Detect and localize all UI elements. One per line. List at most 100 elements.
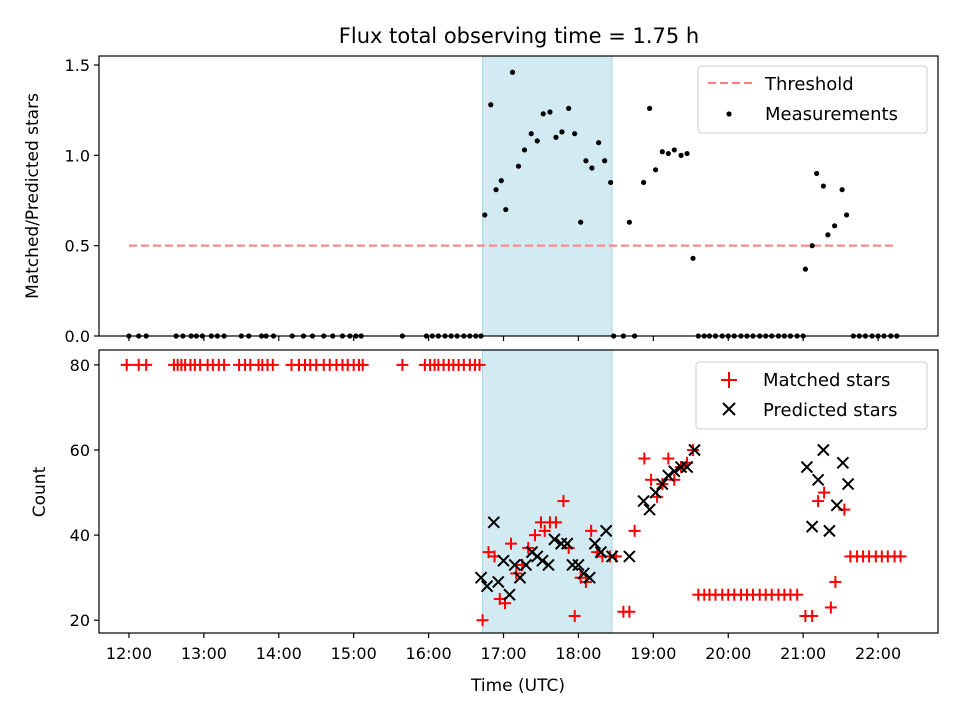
measurement-point <box>515 163 522 169</box>
predicted-star-point <box>548 533 561 546</box>
measurement-point <box>665 150 671 157</box>
matched-star-point <box>549 516 562 529</box>
matched-star-point <box>806 609 819 622</box>
predicted-star-point <box>649 486 662 499</box>
bottom-xtick-label: 16:00 <box>406 644 452 663</box>
matched-star-point <box>668 473 681 486</box>
bottom-legend: Matched stars Predicted stars <box>695 361 928 430</box>
measurement-point <box>839 187 845 193</box>
predicted-star-point <box>577 567 590 580</box>
predicted-star-point <box>841 477 855 491</box>
matched-star-point <box>585 524 598 537</box>
measurement-point <box>482 212 488 218</box>
predicted-star-point <box>474 571 488 584</box>
predicted-star-point <box>599 524 613 538</box>
measurement-point <box>825 232 831 238</box>
measurement-point <box>521 147 528 153</box>
top-panel: 0.0 0.5 1.0 1.5 Matched/Predicted stars Thr… <box>23 55 939 346</box>
measurement-point <box>659 149 665 155</box>
matched-star-point <box>818 486 831 499</box>
measurement-point <box>646 105 653 111</box>
top-ylabel: Matched/Predicted stars <box>23 93 43 299</box>
bottom-legend-box <box>695 361 928 430</box>
top-axes-frame <box>98 55 939 337</box>
measurement-point <box>559 129 565 135</box>
predicted-star-point <box>830 499 844 512</box>
chart-title: Flux total observing time = 1.75 h <box>339 24 699 48</box>
matched-star-point <box>218 358 231 371</box>
matched-star-point <box>140 358 153 371</box>
matched-star-point <box>894 550 907 563</box>
matched-star-point <box>120 358 133 371</box>
predicted-star-point <box>492 575 505 589</box>
measurement-point <box>626 219 632 225</box>
predicted-star-point <box>811 473 825 487</box>
measurement-point <box>832 223 838 229</box>
predicted-star-point <box>605 550 619 563</box>
matched-star-point <box>356 358 369 371</box>
measurement-point <box>493 187 499 193</box>
measurement-point <box>652 167 659 173</box>
legend-measurement-marker <box>726 111 732 117</box>
predicted-star-point <box>680 460 694 474</box>
matched-star-point <box>638 452 651 465</box>
top-legend-box <box>697 65 928 134</box>
measurement-point <box>553 134 559 140</box>
bottom-xtick-label: 17:00 <box>480 644 526 663</box>
bottom-axes-frame <box>98 349 939 634</box>
predicted-star-point <box>594 545 608 559</box>
bottom-xtick-label: 12:00 <box>106 644 152 663</box>
measurement-point <box>820 183 826 189</box>
matched-star-point <box>476 614 489 627</box>
bottom-shaded-region <box>482 349 613 634</box>
predicted-star-point <box>800 460 814 474</box>
top-ytick-label: 0.5 <box>65 237 90 256</box>
top-shaded-region <box>482 55 613 337</box>
predicted-star-point <box>572 558 585 572</box>
bottom-ytick-label: 20 <box>70 611 90 630</box>
bottom-xtick-label: 20:00 <box>705 644 751 663</box>
measurement-point <box>534 138 540 144</box>
measurement-point <box>589 165 595 171</box>
matched-star-point <box>645 473 658 486</box>
predicted-star-point <box>503 588 516 601</box>
measurement-point <box>547 109 553 115</box>
predicted-star-point <box>487 516 500 529</box>
predicted-star-point <box>656 477 669 491</box>
top-ytick-label: 1.5 <box>65 56 90 75</box>
measurement-point <box>602 158 608 164</box>
legend-matched-label: Matched stars <box>763 370 890 391</box>
measurement-point <box>802 266 809 272</box>
measurement-point <box>572 131 578 137</box>
predicted-star-point <box>542 558 555 572</box>
bottom-xtick-label: 19:00 <box>630 644 676 663</box>
measurement-point <box>566 105 572 111</box>
matched-star-point <box>662 452 675 465</box>
predicted-star-point <box>668 465 681 478</box>
matched-star-point <box>829 575 842 588</box>
matched-star-point <box>623 605 636 618</box>
measurement-point <box>498 178 504 184</box>
predicted-star-point <box>643 503 656 516</box>
measurement-point <box>641 179 647 186</box>
predicted-star-point <box>623 550 636 563</box>
measurement-point <box>684 150 690 157</box>
matched-star-point <box>568 609 581 622</box>
matched-star-point <box>791 588 804 601</box>
predicted-star-point <box>662 469 675 482</box>
predicted-star-point <box>588 537 602 550</box>
legend-measurements-label: Measurements <box>765 104 898 125</box>
predicted-star-point <box>508 558 521 572</box>
bottom-ylabel: Count <box>30 466 50 517</box>
top-ytick-label: 1.0 <box>65 146 90 165</box>
measurement-point <box>503 206 509 213</box>
predicted-star-point <box>519 558 533 572</box>
predicted-star-point <box>688 443 701 457</box>
predicted-star-point <box>583 571 596 584</box>
measurement-point <box>540 111 546 117</box>
measurement-point <box>608 179 614 186</box>
legend-predicted-marker <box>722 402 736 416</box>
bottom-ytick-label: 40 <box>70 526 90 545</box>
top-legend: Threshold Measurements <box>697 65 928 134</box>
